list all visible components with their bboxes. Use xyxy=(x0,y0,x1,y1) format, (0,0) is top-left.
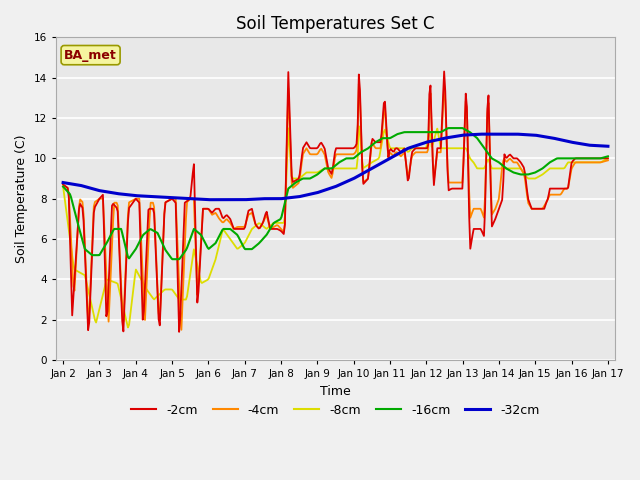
X-axis label: Time: Time xyxy=(320,384,351,397)
Title: Soil Temperatures Set C: Soil Temperatures Set C xyxy=(236,15,435,33)
Y-axis label: Soil Temperature (C): Soil Temperature (C) xyxy=(15,134,28,263)
Text: BA_met: BA_met xyxy=(64,48,117,61)
Legend: -2cm, -4cm, -8cm, -16cm, -32cm: -2cm, -4cm, -8cm, -16cm, -32cm xyxy=(126,398,545,421)
